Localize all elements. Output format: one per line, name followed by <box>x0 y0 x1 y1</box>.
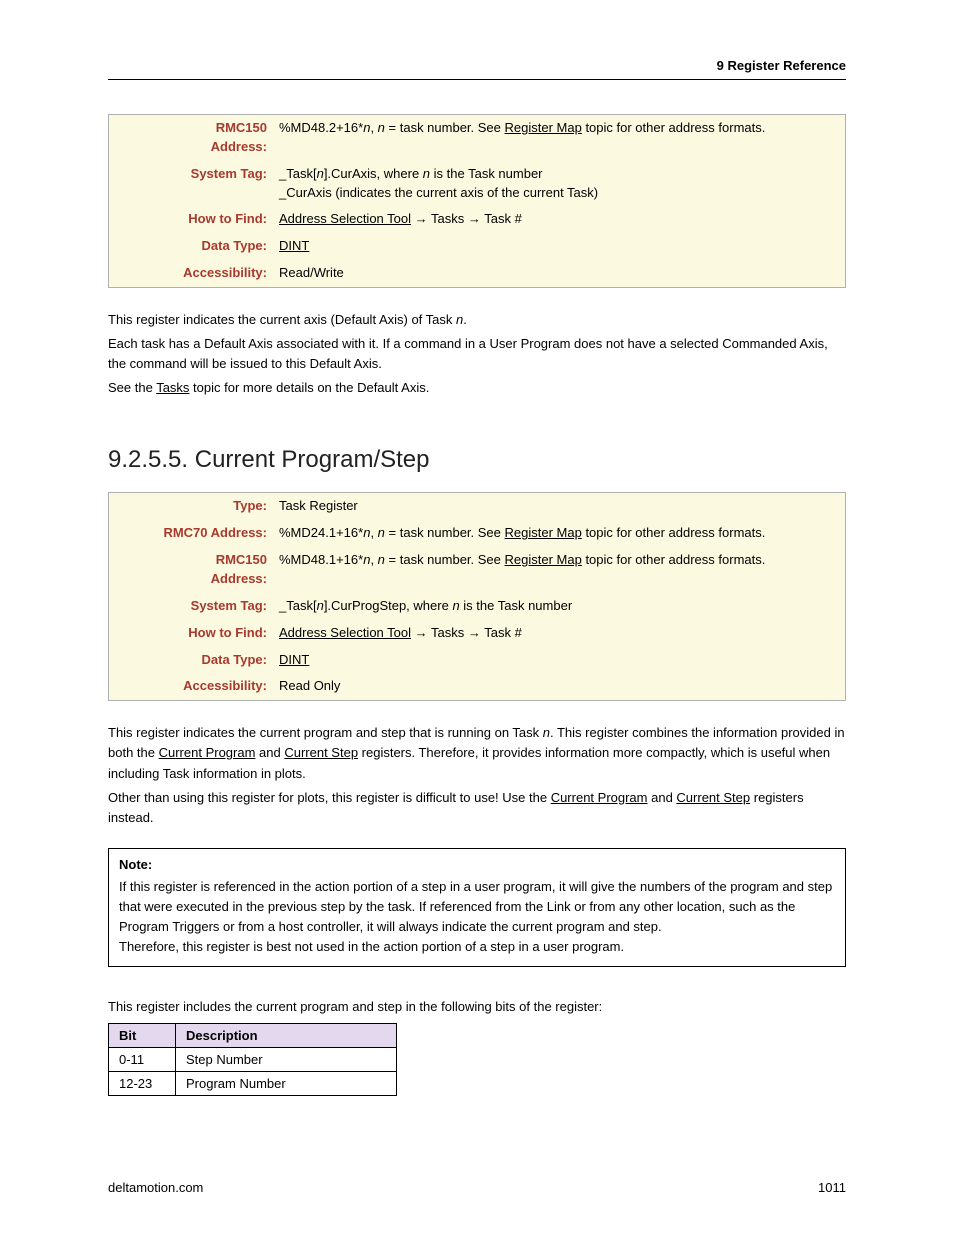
page-header: 9 Register Reference <box>108 58 846 80</box>
info-row-value: Read Only <box>275 673 846 700</box>
bits-table: Bit Description 0-11Step Number12-23Prog… <box>108 1023 397 1096</box>
body1-p2: Each task has a Default Axis associated … <box>108 334 846 374</box>
section-heading: 9.2.5.5. Current Program/Step <box>108 446 846 474</box>
info-row-value: DINT <box>275 233 846 260</box>
body2-p2: Other than using this register for plots… <box>108 788 846 828</box>
register-info-table-1: RMC150Address:%MD48.2+16*n, n = task num… <box>108 114 846 288</box>
note-box: Note: If this register is referenced in … <box>108 848 846 967</box>
note-text: If this register is referenced in the ac… <box>119 879 832 954</box>
info-row-value: Address Selection Tool → Tasks → Task # <box>275 206 846 233</box>
info-row-value: Read/Write <box>275 260 846 287</box>
info-row-value: Task Register <box>275 493 846 520</box>
info-row-value: %MD24.1+16*n, n = task number. See Regis… <box>275 520 846 547</box>
body1-p3: See the Tasks topic for more details on … <box>108 378 846 398</box>
info-row-label: How to Find: <box>109 206 276 233</box>
info-row-label: Accessibility: <box>109 260 276 287</box>
tasks-link[interactable]: Tasks <box>156 380 189 395</box>
info-row-label: System Tag: <box>109 161 276 207</box>
bits-intro: This register includes the current progr… <box>108 997 846 1017</box>
body1-p1: This register indicates the current axis… <box>108 310 846 330</box>
footer-page-number: 1011 <box>818 1180 846 1195</box>
info-row-value: _Task[n].CurProgStep, where n is the Tas… <box>275 593 846 620</box>
info-row-value: _Task[n].CurAxis, where n is the Task nu… <box>275 161 846 207</box>
info-row-label: RMC70 Address: <box>109 520 276 547</box>
bits-header-bit: Bit <box>109 1023 176 1047</box>
info-row-label: How to Find: <box>109 620 276 647</box>
footer-domain: deltamotion.com <box>108 1180 203 1195</box>
info-row-label: Type: <box>109 493 276 520</box>
note-title: Note: <box>119 855 835 875</box>
info-row-label: RMC150Address: <box>109 115 276 161</box>
bits-header-desc: Description <box>176 1023 397 1047</box>
bits-cell: Step Number <box>176 1047 397 1071</box>
info-row-label: RMC150Address: <box>109 547 276 593</box>
bits-cell: 0-11 <box>109 1047 176 1071</box>
info-row-value: %MD48.1+16*n, n = task number. See Regis… <box>275 547 846 593</box>
chapter-title: 9 Register Reference <box>717 58 846 73</box>
register-info-table-2: Type:Task RegisterRMC70 Address:%MD24.1+… <box>108 492 846 701</box>
bits-cell: 12-23 <box>109 1071 176 1095</box>
info-row-value: DINT <box>275 647 846 674</box>
info-row-label: Data Type: <box>109 647 276 674</box>
body2-p1: This register indicates the current prog… <box>108 723 846 783</box>
info-row-label: Accessibility: <box>109 673 276 700</box>
info-row-label: System Tag: <box>109 593 276 620</box>
info-row-value: Address Selection Tool → Tasks → Task # <box>275 620 846 647</box>
info-row-label: Data Type: <box>109 233 276 260</box>
page-footer: deltamotion.com 1011 <box>108 1180 846 1195</box>
info-row-value: %MD48.2+16*n, n = task number. See Regis… <box>275 115 846 161</box>
bits-cell: Program Number <box>176 1071 397 1095</box>
